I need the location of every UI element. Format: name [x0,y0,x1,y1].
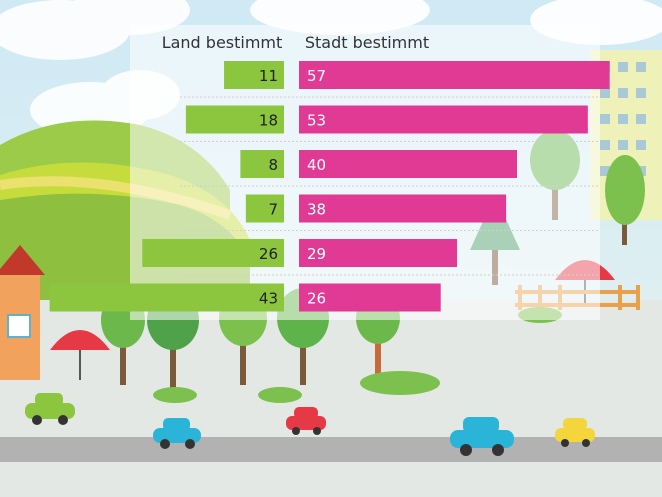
land-series: 11 18 8 7 26 43 [49,61,285,312]
stadt-series: 57 53 40 38 29 26 [299,61,610,312]
land-bar-2 [185,105,284,134]
land-bar-1 [224,61,284,89]
land-value-label-6: 43 [259,290,278,308]
stadt-bar-2 [299,105,588,134]
house-roof [0,245,45,275]
land-bar-4 [245,194,284,223]
cars [25,393,595,456]
land-value-label-3: 8 [268,156,278,174]
road [0,437,662,462]
land-value-label-4: 7 [268,201,278,219]
stadt-value-label-4: 38 [307,201,326,219]
legend: Land bestimmt Stadt bestimmt [162,33,429,52]
ground [0,300,662,497]
land-value-label-1: 11 [259,67,278,85]
house-window [7,314,31,338]
land-value-label-2: 18 [259,112,278,130]
stadt-bar-1 [299,61,610,89]
car-blue-2 [450,417,514,456]
land-value-label-5: 26 [259,245,278,263]
stadt-value-label-1: 57 [307,67,326,85]
car-red [286,407,326,435]
car-yellow [555,418,595,447]
car-green [25,393,75,425]
row-separators [180,96,600,276]
land-bar-3 [240,150,284,178]
stadt-bar-6 [299,283,441,312]
legend-stadt: Stadt bestimmt [305,33,429,52]
land-bar-5 [142,239,284,267]
stadt-value-label-5: 29 [307,245,326,263]
stadt-bar-4 [299,194,507,223]
legend-land: Land bestimmt [162,33,283,52]
stadt-value-label-6: 26 [307,290,326,308]
stadt-bar-5 [299,239,458,267]
car-blue-1 [153,418,201,449]
stadt-bar-3 [299,150,517,178]
stadt-value-label-2: 53 [307,112,326,130]
land-bar-6 [49,283,285,312]
stadt-value-label-3: 40 [307,156,326,174]
